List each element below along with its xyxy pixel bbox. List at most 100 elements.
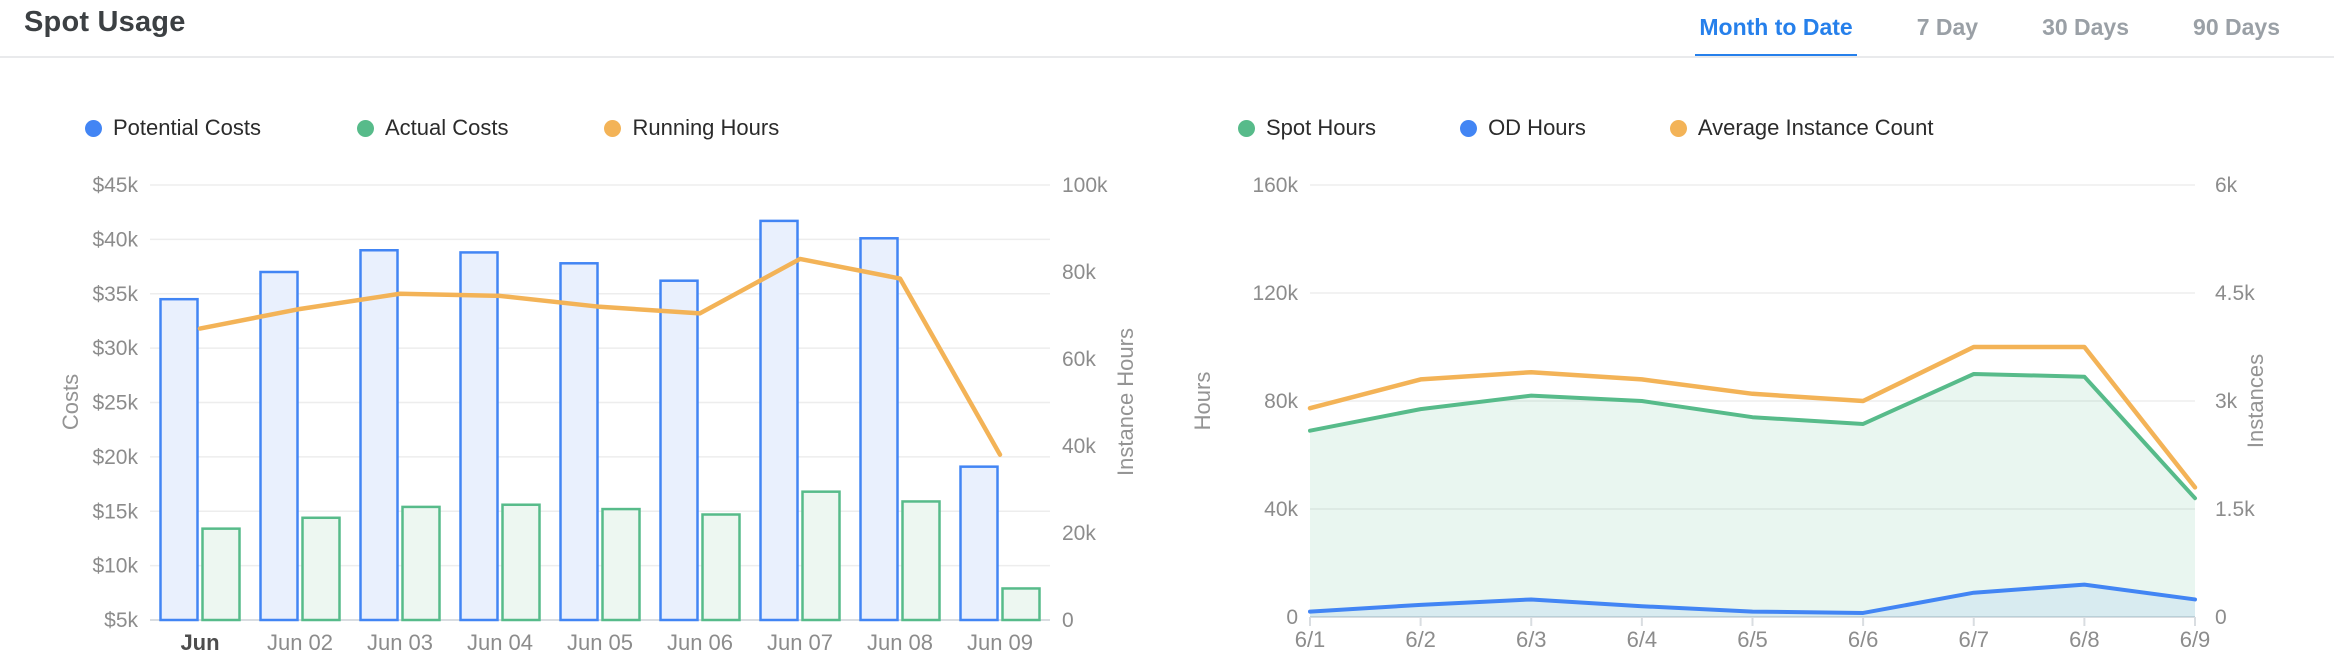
legend-item-spot-hours[interactable]: Spot Hours	[1238, 115, 1376, 141]
x-axis-label: Jun 07	[767, 630, 833, 655]
legend-label: OD Hours	[1488, 115, 1586, 140]
y-axis-tick-right: 20k	[1062, 522, 1096, 545]
x-axis-label: 6/1	[1295, 627, 1326, 652]
y-axis-tick-left: $30k	[92, 337, 138, 360]
y-axis-tick-left: 0	[1286, 606, 1298, 629]
y-axis-tick-right: 0	[2215, 606, 2227, 629]
y-axis-tick-left: $35k	[92, 283, 138, 306]
y-axis-tick-left: 80k	[1264, 390, 1298, 413]
x-axis-label: Jun 03	[367, 630, 433, 655]
line-average-instance-count	[1307, 344, 2198, 490]
x-axis-label: 6/3	[1516, 627, 1547, 652]
legend-label: Average Instance Count	[1697, 115, 1934, 140]
od-hours-dot	[1460, 119, 1478, 137]
x-axis-label: 6/4	[1627, 627, 1658, 652]
bar-actual-costs	[1001, 587, 1041, 622]
bar-actual-costs	[401, 505, 441, 622]
y-axis-tick-left: $5k	[104, 609, 138, 632]
legend-label: Actual Costs	[384, 115, 509, 140]
tab-month-to-date[interactable]: Month to Date	[1695, 0, 1857, 58]
x-axis-label: Jun	[180, 630, 219, 655]
y-axis-tick-left: 40k	[1264, 498, 1298, 521]
bar-potential-costs	[959, 465, 999, 622]
usage-chart[interactable]: 0 40k 80k 120k 160k 0 1.5k 3k 4.5k 6k Hours Instanc…	[1180, 150, 2334, 672]
bar-potential-costs	[459, 251, 499, 622]
legend-item-running-hours[interactable]: Running Hours	[604, 115, 779, 141]
y-axis-tick-right: 3k	[2215, 390, 2238, 413]
y-axis-title-left: Costs	[58, 374, 83, 430]
bar-actual-costs	[301, 516, 341, 622]
legend-label: Potential Costs	[113, 115, 261, 140]
y-axis-tick-left: $15k	[92, 500, 138, 523]
x-axis-label: Jun 08	[867, 630, 933, 655]
y-axis-tick-right: 80k	[1062, 261, 1096, 284]
bar-potential-costs	[659, 279, 699, 622]
spot-hours-dot	[1238, 119, 1255, 137]
x-axis-label: Jun 02	[267, 630, 333, 655]
x-axis-label: 6/6	[1848, 627, 1879, 652]
potential-costs-dot	[85, 119, 102, 137]
x-axis-label: Jun 04	[467, 630, 533, 655]
bar-actual-costs	[501, 503, 541, 622]
y-axis-tick-left: $20k	[92, 446, 138, 469]
page-title: Spot Usage	[24, 6, 186, 38]
bar-actual-costs	[901, 500, 941, 622]
y-axis-tick-left: $10k	[92, 555, 138, 578]
y-axis-title-right: Instances	[2243, 354, 2268, 448]
average-instance-count-dot	[1669, 119, 1687, 137]
y-axis-tick-right: 60k	[1062, 348, 1096, 371]
legend-item-potential-costs[interactable]: Potential Costs	[85, 115, 261, 141]
bar-potential-costs	[759, 219, 799, 622]
y-axis-title-left: Hours	[1190, 372, 1215, 431]
y-axis-tick-left: 120k	[1252, 282, 1298, 305]
area-od-hours	[1310, 584, 2195, 617]
x-axis-label: Jun 05	[567, 630, 633, 655]
usage-chart-legend: Spot Hours OD Hours Average Instance Cou…	[1238, 114, 1934, 142]
bar-potential-costs	[159, 297, 199, 622]
line-od-hours	[1308, 582, 2197, 615]
area-spot-hours	[1310, 374, 2195, 617]
x-axis-label: 6/8	[2069, 627, 2100, 652]
y-axis-tick-right: 6k	[2215, 174, 2238, 197]
y-axis-tick-left: 160k	[1252, 174, 1298, 197]
x-axis-label: 6/9	[2180, 627, 2211, 652]
legend-item-od-hours[interactable]: OD Hours	[1460, 115, 1586, 141]
y-axis-tick-right: 4.5k	[2215, 282, 2255, 305]
legend-item-actual-costs[interactable]: Actual Costs	[356, 115, 509, 141]
x-axis-label: 6/7	[1958, 627, 1989, 652]
legend-label: Running Hours	[632, 115, 780, 140]
legend-item-average-instance-count[interactable]: Average Instance Count	[1669, 115, 1934, 141]
date-range-tabs: Month to Date 7 Day 30 Days 90 Days	[1695, 0, 2284, 58]
bar-actual-costs	[201, 527, 241, 622]
y-axis-tick-left: $45k	[92, 174, 138, 197]
y-axis-tick-right: 1.5k	[2215, 498, 2255, 521]
actual-costs-dot	[356, 119, 374, 137]
y-axis-tick-left: $40k	[92, 228, 138, 251]
bar-potential-costs	[859, 237, 899, 622]
bar-actual-costs	[601, 507, 641, 622]
y-axis-tick-left: $25k	[92, 392, 138, 415]
tab-30-days[interactable]: 30 Days	[2042, 13, 2130, 40]
x-axis-label: Jun 09	[967, 630, 1033, 655]
y-axis-tick-right: 100k	[1062, 174, 1108, 197]
bar-potential-costs	[359, 249, 399, 622]
costs-chart[interactable]: $5k $10k $15k $20k $25k $30k $35k $40k $45k 0 20k 4…	[0, 150, 1180, 672]
bar-actual-costs	[701, 513, 741, 622]
y-axis-tick-right: 0	[1062, 609, 1074, 632]
bar-actual-costs	[801, 490, 841, 622]
line-running-hours	[197, 256, 1003, 457]
costs-chart-legend: Potential Costs Actual Costs Running Hou…	[85, 114, 779, 142]
y-axis-title-right: Instance Hours	[1113, 328, 1138, 476]
line-spot-hours	[1308, 372, 2197, 501]
bar-potential-costs	[259, 270, 299, 622]
tab-7-day[interactable]: 7 Day	[1916, 13, 1979, 40]
bar-potential-costs	[559, 262, 599, 622]
header-divider	[0, 56, 2334, 58]
x-axis-label: 6/5	[1737, 627, 1768, 652]
running-hours-dot	[604, 119, 622, 137]
tab-90-days[interactable]: 90 Days	[2193, 13, 2280, 40]
x-axis-label: 6/2	[1405, 627, 1436, 652]
legend-label: Spot Hours	[1266, 115, 1377, 140]
x-axis-label: Jun 06	[667, 630, 733, 655]
